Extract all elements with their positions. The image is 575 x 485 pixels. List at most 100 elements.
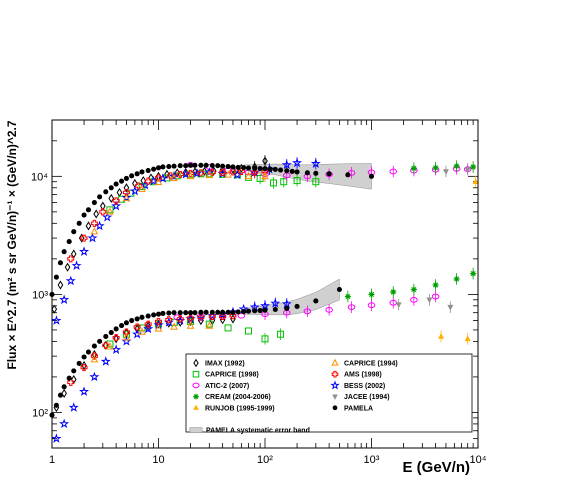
point-pamela [108, 185, 114, 191]
point-pamela [108, 330, 114, 336]
point-pamela [151, 166, 157, 172]
point-imax-1992 [93, 209, 100, 219]
point-imax-1992 [145, 321, 152, 331]
point-caprice-1998 [245, 327, 253, 335]
point-caprice-1994 [106, 342, 114, 350]
point-caprice-1994 [186, 321, 195, 329]
point-pamela [113, 326, 119, 332]
point-ams-1998 [80, 364, 88, 372]
point-pamela [336, 286, 342, 293]
point-imax-1992 [64, 262, 71, 272]
point-ams-1998 [197, 169, 205, 177]
point-imax-1992 [57, 280, 64, 290]
legend-marker [193, 393, 199, 400]
point-caprice-1994 [170, 173, 178, 182]
point-pamela [57, 392, 63, 398]
point-pamela [160, 164, 166, 170]
legend: IMAX (1992) CAPRICE (1994) CAPRICE (1998) A… [185, 353, 473, 435]
point-caprice-1994 [138, 327, 146, 335]
point-cream-2004-2006 [410, 286, 417, 293]
point-pamela [262, 166, 268, 172]
point-pamela [262, 307, 268, 313]
x-tick-label: 10³ [364, 454, 380, 466]
legend-marker [331, 370, 339, 378]
point-bess-2002 [153, 319, 164, 330]
point-pamela [257, 307, 263, 314]
point-ams-1998 [237, 167, 245, 175]
x-tick-label: 1 [49, 454, 55, 466]
plot-frame [51, 119, 479, 449]
point-cream-2004-2006 [470, 163, 477, 170]
point-ams-1998 [187, 314, 195, 322]
point-cream-2004-2006 [453, 163, 460, 170]
point-bess-2002 [129, 185, 140, 196]
point-ams-1998 [133, 323, 141, 331]
point-caprice-1994 [90, 355, 99, 363]
point-caprice-1994 [90, 227, 99, 235]
point-cream-2004-2006 [432, 282, 439, 289]
point-pamela [313, 298, 319, 304]
legend-label: PAMELA systematic error band [206, 428, 310, 435]
point-bess-2002 [59, 294, 70, 305]
point-pamela [252, 308, 258, 314]
point-caprice-1998 [277, 330, 285, 338]
point-caprice-1998 [312, 178, 320, 186]
point-pamela [220, 309, 226, 315]
point-pamela [278, 167, 284, 173]
point-pamela [91, 343, 97, 349]
point-caprice-1994 [138, 184, 146, 192]
point-caprice-1994 [106, 207, 114, 215]
point-pamela [257, 165, 263, 172]
legend-marker [332, 394, 338, 400]
x-tick-label: 10⁴ [470, 454, 487, 466]
point-ams-1998 [176, 170, 184, 178]
point-atic-2-2007 [431, 293, 440, 300]
point-cream-2004-2006 [390, 288, 397, 295]
point-atic-2-2007 [237, 312, 246, 319]
point-atic-2-2007 [347, 304, 356, 311]
point-pamela [139, 169, 145, 175]
point-runjob-1995-1999 [438, 333, 445, 339]
point-ams-1998 [251, 168, 259, 176]
point-pamela [241, 309, 247, 315]
point-pamela [198, 309, 204, 315]
point-pamela [91, 199, 97, 206]
point-imax-1992 [108, 193, 115, 203]
point-pamela [198, 162, 204, 168]
point-caprice-1998 [205, 320, 213, 328]
point-ams-1998 [144, 177, 152, 185]
point-pamela [103, 189, 109, 195]
point-bess-2002 [59, 418, 70, 429]
point-ams-1998 [90, 219, 98, 227]
point-ams-1998 [112, 334, 120, 342]
legend-label: JACEE (1994) [344, 394, 390, 401]
point-pamela [119, 178, 125, 184]
point-pamela [145, 167, 151, 174]
point-imax-1992 [116, 187, 123, 198]
point-bess-2002 [68, 402, 79, 412]
point-jacee-1994 [442, 169, 449, 175]
point-bess-2002 [51, 315, 62, 325]
point-caprice-1998 [187, 317, 195, 325]
y-tick-label: 10³ [32, 289, 48, 301]
point-pamela [119, 322, 125, 329]
point-caprice-1994 [122, 193, 131, 202]
point-pamela [235, 164, 241, 170]
point-pamela [139, 314, 145, 320]
point-caprice-1994 [205, 321, 214, 329]
legend-marker [332, 405, 338, 411]
point-pamela [61, 384, 67, 390]
point-pamela [123, 320, 129, 326]
point-pamela [192, 310, 198, 316]
point-pamela [245, 165, 252, 171]
point-atic-2-2007 [410, 296, 418, 303]
point-pamela [183, 310, 189, 316]
point-ams-1998 [80, 234, 88, 242]
point-pamela [245, 308, 252, 314]
point-jacee-1994 [395, 302, 402, 309]
point-imax-1992 [262, 156, 268, 166]
point-runjob-1995-1999 [464, 335, 471, 342]
point-pamela [71, 229, 77, 235]
point-pamela [85, 349, 92, 355]
